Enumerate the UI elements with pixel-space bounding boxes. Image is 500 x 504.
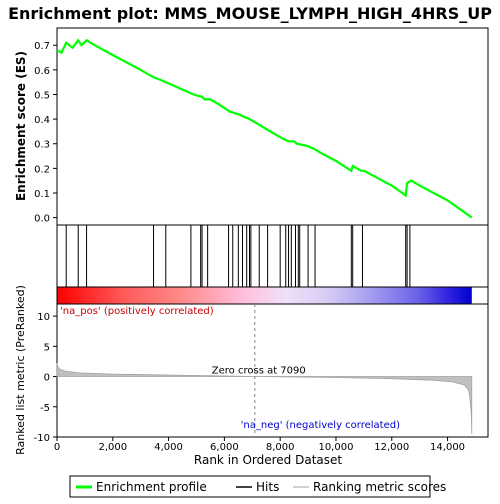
es-y-tick-label: 0.6 bbox=[34, 66, 50, 77]
legend-ranking-metric-scores: Ranking metric scores bbox=[313, 480, 446, 494]
positive-correlation-label: 'na_pos' (positively correlated) bbox=[60, 306, 214, 317]
legend-hits: Hits bbox=[256, 480, 279, 494]
es-y-axis-label: Enrichment score (ES) bbox=[14, 51, 28, 201]
ranking-heatmap-bar bbox=[57, 287, 472, 304]
x-tick-label: 0 bbox=[54, 442, 60, 453]
x-tick-label: 12,000 bbox=[374, 442, 409, 453]
x-tick-label: 10,000 bbox=[318, 442, 353, 453]
x-axis-label: Rank in Ordered Dataset bbox=[194, 453, 342, 467]
chart-title: Enrichment plot: MMS_MOUSE_LYMPH_HIGH_4H… bbox=[8, 4, 492, 23]
es-y-tick-label: 0.2 bbox=[34, 164, 50, 175]
legend-enrichment-profile: Enrichment profile bbox=[96, 480, 207, 494]
rank-y-tick-label: 5 bbox=[44, 342, 50, 353]
x-tick-label: 6,000 bbox=[210, 442, 239, 453]
ranking-metric-area bbox=[56, 363, 473, 435]
es-y-tick-label: 0.1 bbox=[34, 189, 50, 200]
es-y-tick-label: 0.3 bbox=[34, 140, 50, 151]
x-tick-label: 14,000 bbox=[430, 442, 465, 453]
negative-correlation-label: 'na_neg' (negatively correlated) bbox=[241, 420, 400, 431]
es-y-tick-label: 0.5 bbox=[34, 90, 50, 101]
rank-y-tick-label: -5 bbox=[40, 403, 50, 414]
x-tick-label: 2,000 bbox=[98, 442, 127, 453]
ranking-metric-panel bbox=[56, 303, 489, 438]
rank-y-tick-label: 10 bbox=[37, 312, 50, 323]
ranking-y-axis-label: Ranked list metric (PreRanked) bbox=[14, 285, 27, 455]
hits-panel bbox=[56, 224, 489, 288]
rank-y-tick-label: -10 bbox=[34, 433, 50, 444]
x-tick-label: 8,000 bbox=[266, 442, 295, 453]
x-tick-label: 4,000 bbox=[154, 442, 183, 453]
enrichment-profile-line bbox=[56, 38, 473, 219]
es-y-tick-label: 0.4 bbox=[34, 115, 50, 126]
es-y-tick-label: 0.7 bbox=[34, 41, 50, 52]
es-panel bbox=[56, 27, 489, 226]
es-y-tick-label: 0.0 bbox=[34, 214, 50, 225]
rank-y-tick-label: 0 bbox=[44, 373, 50, 384]
zero-cross-label: Zero cross at 7090 bbox=[212, 366, 306, 377]
